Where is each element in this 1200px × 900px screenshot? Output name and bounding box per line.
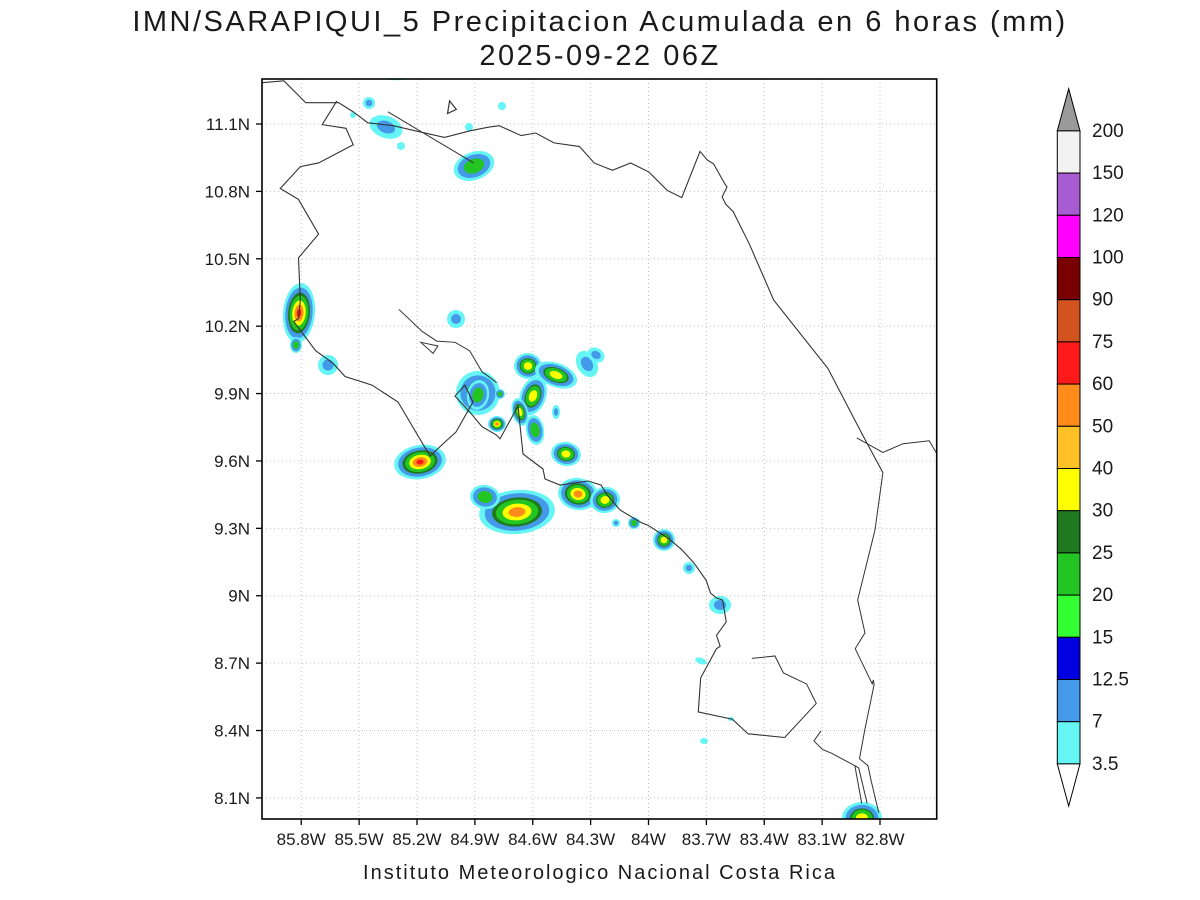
svg-text:85.8W: 85.8W: [277, 830, 326, 849]
svg-text:30: 30: [1092, 501, 1113, 522]
svg-text:12.5: 12.5: [1092, 670, 1129, 691]
svg-text:90: 90: [1092, 290, 1113, 311]
svg-text:3.5: 3.5: [1092, 754, 1118, 775]
svg-text:15: 15: [1092, 627, 1113, 648]
svg-text:83.1W: 83.1W: [798, 830, 847, 849]
svg-text:85.2W: 85.2W: [392, 830, 441, 849]
svg-text:100: 100: [1092, 248, 1124, 269]
svg-text:11.1N: 11.1N: [206, 115, 250, 134]
svg-text:83.7W: 83.7W: [682, 830, 731, 849]
svg-text:150: 150: [1092, 163, 1124, 184]
svg-text:8.7N: 8.7N: [214, 654, 250, 673]
svg-text:9N: 9N: [228, 587, 250, 606]
svg-text:10.8N: 10.8N: [205, 182, 250, 201]
svg-text:8.1N: 8.1N: [214, 789, 250, 808]
svg-text:75: 75: [1092, 332, 1113, 353]
svg-text:9.3N: 9.3N: [214, 519, 250, 538]
svg-text:10.2N: 10.2N: [205, 317, 250, 336]
svg-text:9.9N: 9.9N: [214, 385, 250, 404]
svg-text:7: 7: [1092, 712, 1103, 733]
svg-text:9.6N: 9.6N: [214, 452, 250, 471]
svg-text:85.5W: 85.5W: [335, 830, 384, 849]
svg-text:84.3W: 84.3W: [566, 830, 615, 849]
svg-text:50: 50: [1092, 416, 1113, 437]
svg-text:84.6W: 84.6W: [508, 830, 557, 849]
svg-text:120: 120: [1092, 205, 1124, 226]
svg-text:40: 40: [1092, 459, 1113, 480]
svg-text:200: 200: [1092, 121, 1124, 142]
svg-text:8.4N: 8.4N: [214, 722, 250, 741]
svg-text:20: 20: [1092, 585, 1113, 606]
svg-text:82.8W: 82.8W: [855, 830, 904, 849]
svg-text:60: 60: [1092, 374, 1113, 395]
svg-text:10.5N: 10.5N: [205, 250, 250, 269]
svg-text:25: 25: [1092, 543, 1113, 564]
svg-text:84.9W: 84.9W: [450, 830, 499, 849]
svg-text:84W: 84W: [631, 830, 666, 849]
svg-text:83.4W: 83.4W: [740, 830, 789, 849]
